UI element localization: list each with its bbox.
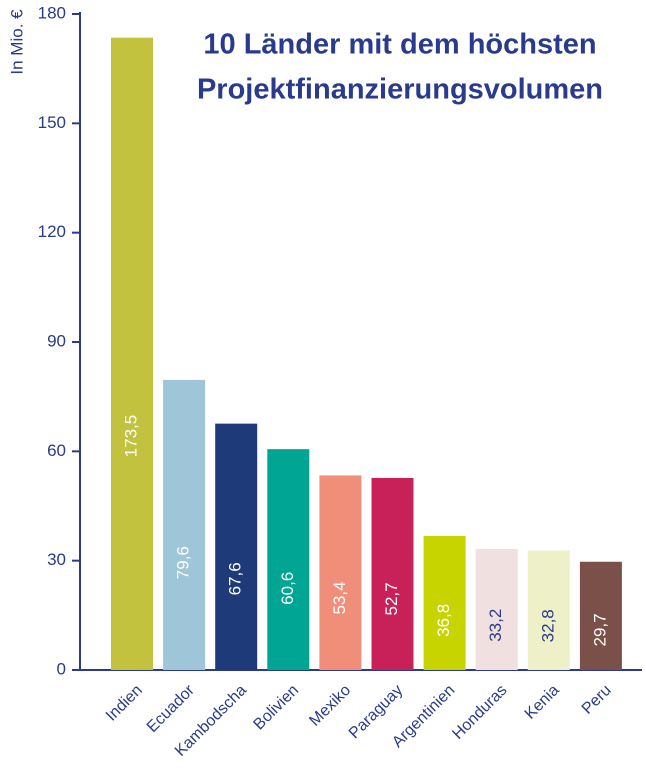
x-tick-label: Ecuador <box>144 681 199 736</box>
bar <box>319 475 362 670</box>
y-tick-label: 150 <box>38 113 66 132</box>
y-tick-label: 120 <box>38 222 66 241</box>
value-label: 33,2 <box>486 609 505 642</box>
bar <box>475 549 518 670</box>
x-tick-label: Honduras <box>449 682 510 743</box>
y-tick-label: 90 <box>47 331 66 350</box>
value-label: 79,6 <box>174 546 193 579</box>
y-tick-label: 180 <box>38 3 66 22</box>
value-label: 52,7 <box>382 582 401 615</box>
x-tick-label: Bolivien <box>250 682 302 734</box>
bar <box>111 37 153 670</box>
x-tick-label: Mexiko <box>306 682 354 730</box>
bar <box>579 561 622 670</box>
bar <box>163 379 206 670</box>
bar <box>423 535 466 670</box>
value-label: 53,4 <box>330 581 349 614</box>
y-tick-label: 30 <box>47 550 66 569</box>
value-label: 173,5 <box>121 415 140 458</box>
x-tick-label: Peru <box>579 682 615 718</box>
chart-title: Projektfinanzierungsvolumen <box>197 74 603 106</box>
value-label: 67,6 <box>226 562 245 595</box>
value-label: 32,8 <box>538 609 557 642</box>
value-label: 36,8 <box>434 604 453 637</box>
y-tick-label: 0 <box>57 659 66 678</box>
bar <box>527 550 570 670</box>
chart-title: 10 Länder mit dem höchsten <box>203 29 596 61</box>
value-label: 60,6 <box>278 572 297 605</box>
bar <box>215 423 258 670</box>
y-axis-label: In Mio. € <box>7 9 26 75</box>
value-label: 29,7 <box>590 613 609 646</box>
x-tick-label: Indien <box>103 682 146 725</box>
bar <box>371 477 414 670</box>
y-tick-label: 60 <box>47 441 66 460</box>
x-tick-label: Kenia <box>522 682 563 723</box>
bar <box>267 449 310 670</box>
